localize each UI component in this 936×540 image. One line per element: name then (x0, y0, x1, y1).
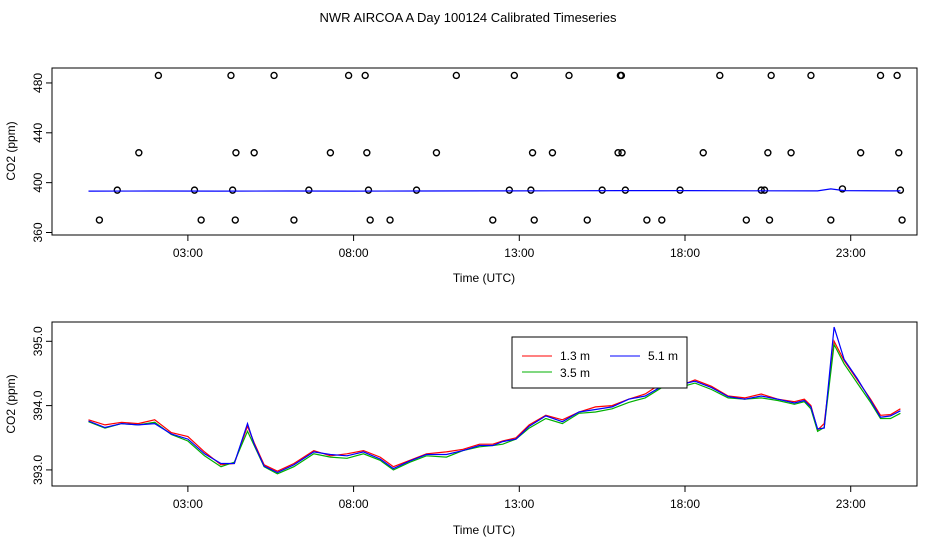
top-x-tick-label: 08:00 (339, 246, 369, 260)
scatter-point (290, 216, 298, 224)
bottom-y-tick-label: 394.0 (31, 390, 45, 420)
scatter-point (228, 186, 237, 194)
scatter-point (893, 71, 901, 80)
top-x-label: Time (UTC) (453, 271, 515, 285)
scatter-point (827, 216, 835, 224)
scatter-point (364, 186, 373, 194)
scatter-point (505, 186, 514, 194)
legend-label-5-1m: 5.1 m (648, 349, 678, 363)
bottom-y-tick-label: 395.0 (31, 326, 45, 356)
top-x-tick-label: 23:00 (836, 246, 866, 260)
scatter-point (767, 71, 775, 80)
scatter-point (807, 71, 815, 80)
bottom-x-tick-label: 18:00 (670, 497, 700, 511)
bottom-x-tick-label: 13:00 (504, 497, 534, 511)
scatter-point (764, 149, 772, 157)
scatter-point (699, 149, 707, 157)
scatter-point (305, 186, 313, 194)
scatter-point (154, 71, 163, 80)
series-line-mean (88, 188, 901, 192)
scatter-point (757, 186, 765, 194)
bottom-x-tick-label: 03:00 (173, 497, 203, 511)
scatter-point (326, 149, 335, 157)
scatter-point (363, 149, 371, 157)
scatter-point (386, 216, 394, 224)
bottom-y-label: CO2 (ppm) (4, 374, 18, 433)
scatter-point (95, 216, 104, 224)
legend: 1.3 m 3.5 m 5.1 m (511, 336, 688, 389)
scatter-point (876, 71, 885, 80)
legend-box (511, 336, 688, 389)
scatter-point (583, 216, 591, 224)
scatter-point (530, 216, 538, 224)
scatter-point (232, 149, 240, 157)
scatter-point (250, 149, 258, 157)
bottom-x-tick-label: 08:00 (339, 497, 369, 511)
scatter-point (617, 71, 626, 80)
scatter-point (489, 216, 497, 224)
scatter-point (895, 149, 903, 157)
scatter-point (742, 216, 751, 224)
scatter-point (270, 71, 278, 80)
legend-label-1-3m: 1.3 m (560, 349, 590, 363)
scatter-point (658, 216, 666, 224)
scatter-point (548, 149, 557, 157)
top-marks (88, 71, 906, 224)
scatter-point (896, 186, 905, 194)
bottom-plot-frame (51, 321, 918, 487)
chart-title: NWR AIRCOA A Day 100124 Calibrated Times… (320, 10, 617, 25)
scatter-point (510, 71, 519, 80)
top-x-tick-label: 03:00 (173, 246, 203, 260)
series-line-3-5-m (88, 342, 901, 475)
scatter-point (227, 71, 235, 80)
scatter-point (838, 185, 847, 193)
scatter-point (618, 149, 626, 157)
top-x-tick-label: 13:00 (504, 246, 534, 260)
top-y-tick-label: 400 (31, 172, 45, 192)
legend-label-3-5m: 3.5 m (560, 366, 590, 380)
scatter-point (197, 216, 205, 224)
top-y-tick-label: 480 (31, 73, 45, 93)
scatter-point (614, 149, 622, 157)
scatter-point (856, 149, 865, 157)
top-y-axis: 360 400 440 480 (31, 73, 52, 243)
scatter-point (760, 186, 769, 194)
bottom-x-tick-label: 23:00 (836, 497, 866, 511)
scatter-point (344, 71, 353, 80)
scatter-point (135, 149, 143, 157)
scatter-point (765, 216, 774, 224)
top-y-label: CO2 (ppm) (4, 121, 18, 180)
scatter-point (527, 186, 535, 194)
bottom-x-label: Time (UTC) (453, 523, 515, 537)
scatter-point (898, 216, 906, 224)
scatter-point (190, 186, 199, 194)
scatter-point (528, 149, 537, 157)
scatter-point (231, 216, 239, 224)
scatter-point (716, 71, 724, 80)
series-line-5-1-m (88, 326, 901, 474)
top-y-tick-label: 440 (31, 122, 45, 142)
top-panel: 03:00 08:00 13:00 18:00 23:00 360 400 440 480 T… (4, 67, 918, 285)
bottom-y-axis: 393.0 394.0 395.0 (31, 326, 52, 485)
scatter-point (432, 149, 441, 157)
scatter-point (412, 186, 421, 194)
top-plot-frame (51, 67, 918, 236)
bottom-y-tick-label: 393.0 (31, 455, 45, 485)
bottom-x-axis: 03:00 08:00 13:00 18:00 23:00 (173, 486, 866, 511)
scatter-point (452, 71, 461, 80)
top-y-tick-label: 360 (31, 222, 45, 242)
bottom-marks (88, 326, 901, 475)
series-line-1-3-m (88, 339, 901, 472)
top-x-tick-label: 18:00 (670, 246, 700, 260)
scatter-point (113, 186, 121, 194)
scatter-point (361, 71, 369, 80)
bottom-panel: 03:00 08:00 13:00 18:00 23:00 393.0 394.0 395.… (4, 321, 918, 537)
top-x-axis: 03:00 08:00 13:00 18:00 23:00 (173, 235, 866, 260)
scatter-point (643, 216, 651, 224)
scatter-point (565, 71, 573, 80)
scatter-point (366, 216, 374, 224)
scatter-point (787, 149, 795, 157)
